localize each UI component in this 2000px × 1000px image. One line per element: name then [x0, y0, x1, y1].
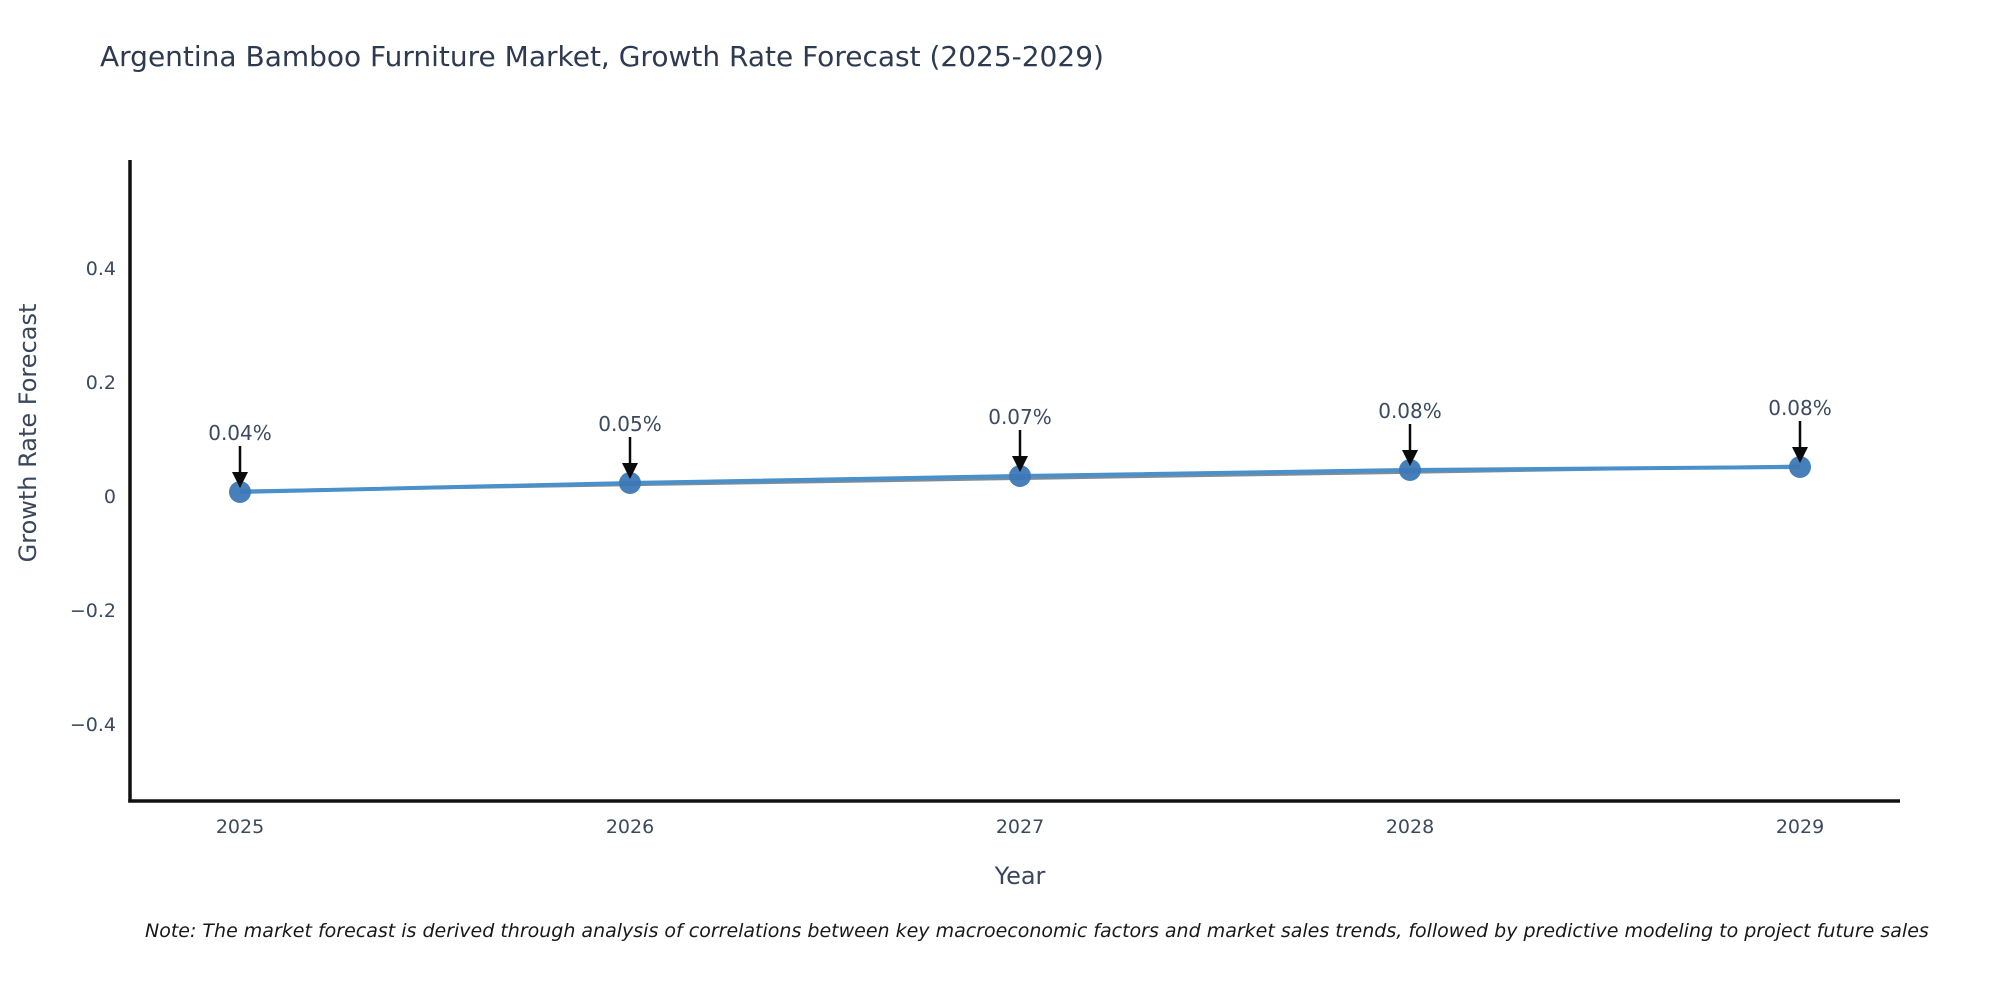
arrow-head [1792, 447, 1808, 463]
data-point-label: 0.07% [988, 405, 1052, 429]
arrow-head [232, 472, 248, 488]
x-tick-label: 2026 [606, 816, 654, 838]
y-axis-tick-labels: 0.4 0.2 0 −0.2 −0.4 [70, 258, 116, 736]
data-point-marker [229, 481, 251, 503]
x-tick-label: 2027 [996, 816, 1044, 838]
y-tick-label: 0.4 [86, 258, 116, 280]
x-tick-label: 2029 [1776, 816, 1824, 838]
x-axis-tick-labels: 2025 2026 2027 2028 2029 [216, 816, 1824, 838]
data-point-marker [1009, 465, 1031, 487]
data-point-label: 0.08% [1768, 396, 1832, 420]
data-point-marker [1399, 459, 1421, 481]
x-axis-title: Year [994, 862, 1046, 890]
data-point-marker [619, 472, 641, 494]
data-point-labels: 0.04% 0.05% 0.07% 0.08% 0.08% [208, 396, 1832, 445]
y-tick-label: −0.4 [70, 714, 116, 736]
footnote: Note: The market forecast is derived thr… [145, 920, 1929, 942]
y-tick-label: 0.2 [86, 372, 116, 394]
data-point-label: 0.04% [208, 421, 272, 445]
x-tick-label: 2028 [1386, 816, 1434, 838]
data-point-markers [229, 456, 1811, 503]
annotation-arrows [232, 421, 1808, 488]
chart-title: Argentina Bamboo Furniture Market, Growt… [100, 40, 1104, 73]
y-axis-title: Growth Rate Forecast [14, 303, 42, 563]
y-tick-label: −0.2 [70, 600, 116, 622]
arrow-head [622, 463, 638, 479]
data-point-marker [1789, 456, 1811, 478]
data-point-label: 0.05% [598, 412, 662, 436]
data-point-label: 0.08% [1378, 399, 1442, 423]
x-tick-label: 2025 [216, 816, 264, 838]
arrow-head [1012, 456, 1028, 472]
arrow-head [1402, 450, 1418, 466]
y-tick-label: 0 [104, 486, 116, 508]
